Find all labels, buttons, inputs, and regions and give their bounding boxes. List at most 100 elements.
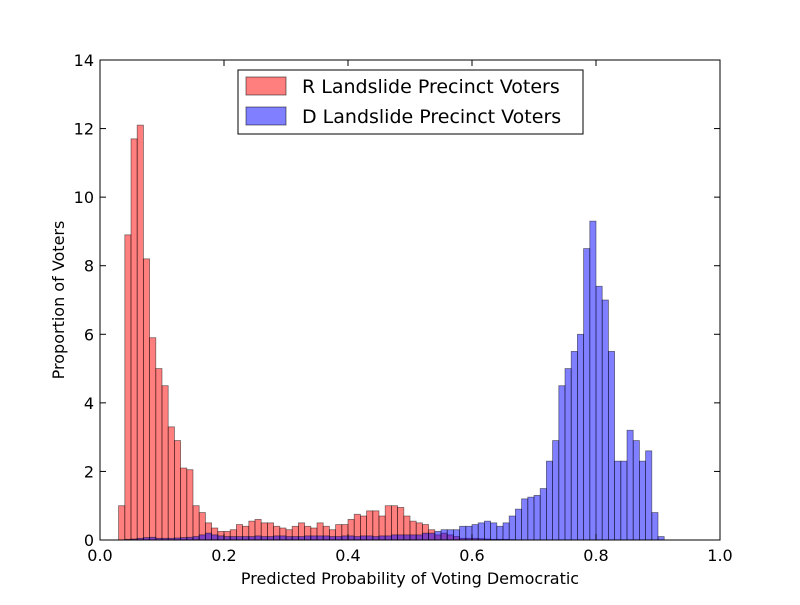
histogram-bar-d [243,537,249,540]
x-tick-label: 0.8 [583,546,608,565]
histogram-bar-r [119,506,125,540]
histogram-bar-d [280,536,286,540]
histogram-bar-d [503,523,509,540]
histogram-bar-r [193,506,199,540]
histogram-bar-d [484,521,490,540]
histogram-bar-d [509,516,515,540]
legend-label-r: R Landslide Precinct Voters [302,76,560,98]
histogram-bar-d [348,536,354,540]
histogram-bar-d [367,536,373,540]
legend-swatch-r [246,77,286,95]
histogram-bar-d [658,537,664,540]
histogram-bar-r [187,470,193,540]
y-tick-label: 6 [84,325,94,344]
histogram-bar-d [249,537,255,540]
histogram-bar-d [602,300,608,540]
histogram-bar-d [416,535,422,540]
histogram-bar-d [317,536,323,540]
histogram-bar-d [298,537,304,540]
histogram-bar-d [379,536,385,540]
x-axis-label: Predicted Probability of Voting Democrat… [241,569,579,588]
x-tick-label: 0.6 [459,546,484,565]
histogram-bar-r [137,125,143,540]
histogram-bar-d [590,221,596,540]
histogram-bar-d [639,461,645,540]
histogram-bar-d [565,369,571,540]
histogram-bar-d [342,536,348,540]
histogram-bar-d [540,489,546,540]
histogram-bar-d [305,536,311,540]
histogram-bar-d [615,461,621,540]
histogram-bar-d [633,441,639,540]
histogram-bar-d [329,537,335,540]
histogram-bar-d [447,530,453,540]
legend-swatch-d [246,107,286,125]
y-tick-label: 14 [74,51,94,70]
histogram-bar-r [181,468,187,540]
histogram-bar-d [497,526,503,540]
histogram-bar-d [453,530,459,540]
legend: R Landslide Precinct Voters D Landslide … [238,70,583,134]
histogram-bar-r [150,338,156,540]
histogram-bar-r [174,441,180,540]
histogram-bar-d [429,533,435,540]
y-tick-label: 12 [74,120,94,139]
histogram-bar-d [559,386,565,540]
histogram-bar-r [373,511,379,540]
legend-label-d: D Landslide Precinct Voters [302,106,561,128]
histogram-bar-d [546,461,552,540]
histogram-bar-d [218,536,224,540]
histogram-bar-d [478,523,484,540]
x-tick-label: 0.2 [211,546,236,565]
histogram-bar-d [230,537,236,540]
x-tick-label: 1.0 [707,546,732,565]
histogram-bar-d [398,535,404,540]
histogram-bar-d [286,537,292,540]
histogram-bar-d [466,526,472,540]
histogram-bar-d [193,537,199,540]
histogram-bar-d [212,535,218,540]
histogram-bar-d [360,536,366,540]
histogram-bar-d [404,535,410,540]
y-tick-label: 4 [84,394,94,413]
histogram-bar-d [422,533,428,540]
histogram-bar-d [292,537,298,540]
histogram-bar-d [584,249,590,540]
histogram-bar-d [255,536,261,540]
histogram-bar-r [125,235,131,540]
histogram-bar-r [162,386,168,540]
histogram-bar-r [143,259,149,540]
histogram-bar-d [571,351,577,540]
histogram-bar-d [274,536,280,540]
histogram-bar-d [261,537,267,540]
histogram-bar-d [553,441,559,540]
histogram-bar-d [391,535,397,540]
y-tick-label: 0 [84,531,94,550]
histogram-bar-d [460,526,466,540]
histogram-bar-d [596,286,602,540]
histogram-bar-d [236,537,242,540]
y-axis-label: Proportion of Voters [49,221,68,380]
histogram-bar-d [224,537,230,540]
histogram-bar-d [205,533,211,540]
histogram-bar-d [646,451,652,540]
histogram-bar-d [336,537,342,540]
histogram-bar-d [435,531,441,540]
histogram-bar-d [354,537,360,540]
histogram-bar-d [323,536,329,540]
y-tick-label: 8 [84,257,94,276]
histogram-bar-d [373,537,379,540]
histogram-bar-d [652,513,658,540]
histogram-bar-d [472,525,478,540]
histogram-bar-d [410,535,416,540]
histogram-bar-d [627,430,633,540]
y-tick-label: 10 [74,188,94,207]
histogram-bar-d [534,495,540,540]
histogram-bar-r [131,139,137,540]
histogram-bar-d [385,536,391,540]
histogram-bar-d [441,530,447,540]
histogram-bar-d [608,351,614,540]
histogram-bar-d [522,499,528,540]
